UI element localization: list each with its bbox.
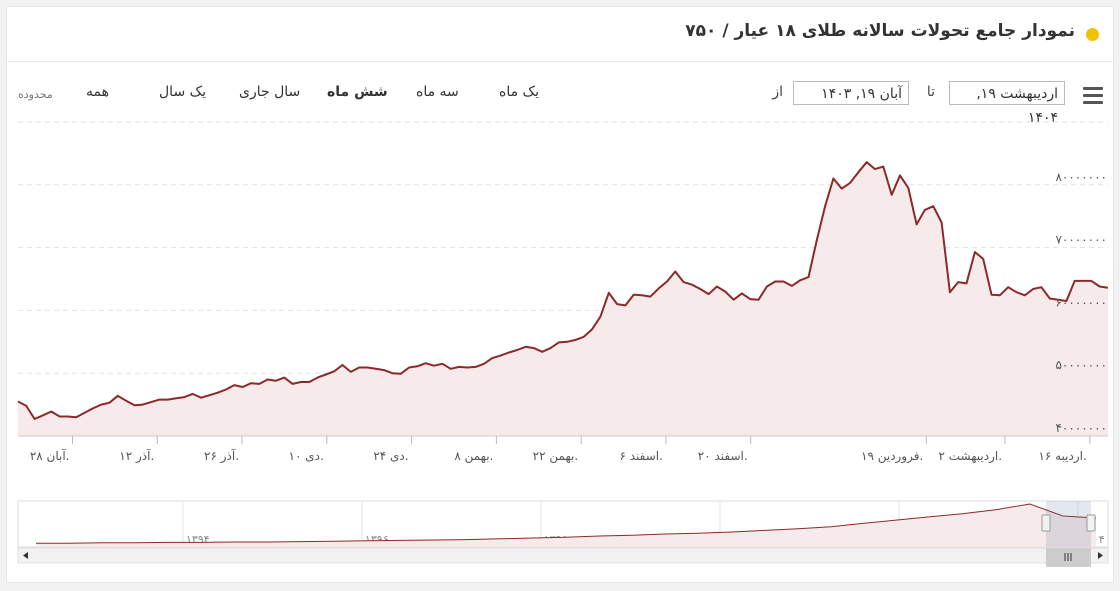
range-button-all[interactable]: همه <box>86 84 109 100</box>
navigator-selection[interactable] <box>1046 501 1091 547</box>
x-tick-label: دی ۲۴. <box>373 449 408 463</box>
x-tick-label: اسفند ۲۰. <box>698 449 748 463</box>
x-tick-label: آبان ۲۸. <box>30 448 70 463</box>
chart-card: نمودار جامع تحولات سالانه طلای ۱۸ عیار /… <box>6 6 1114 583</box>
price-chart: ۴۰۰۰۰۰۰۰ ۵۰۰۰۰۰۰۰ ۶۰۰۰۰۰۰۰ ۷۰۰۰۰۰۰۰ ۸۰۰۰۰۰۰۰… <box>17 121 1109 567</box>
range-to-label: تا <box>926 84 935 100</box>
y-tick-label: ۸۰۰۰۰۰۰۰ <box>1055 170 1107 184</box>
range-button-current-year[interactable]: سال جاری <box>239 84 301 100</box>
x-tick-label: دی ۱۰. <box>289 449 324 463</box>
x-tick-label: آذر ۲۶. <box>204 448 239 464</box>
title-dot-icon <box>1086 28 1099 41</box>
scroll-right-arrow-icon[interactable] <box>1098 552 1103 559</box>
zoom-label: محدوده <box>18 88 53 101</box>
y-tick-label: ۶۰۰۰۰۰۰۰ <box>1055 295 1107 309</box>
card-header: نمودار جامع تحولات سالانه طلای ۱۸ عیار /… <box>7 7 1113 62</box>
scroll-left-arrow-icon[interactable] <box>23 552 28 559</box>
hamburger-menu-icon[interactable] <box>1083 87 1103 105</box>
range-button-one-year[interactable]: یک سال <box>159 84 207 100</box>
range-from-label: از <box>772 84 783 100</box>
navigator-line <box>36 503 1097 544</box>
navigator-handle[interactable] <box>1041 514 1051 532</box>
range-from-input[interactable]: آبان ۱۹, ۱۴۰۳ <box>793 81 909 105</box>
y-tick-label: ۴۰۰۰۰۰۰۰ <box>1055 421 1107 435</box>
x-tick-label: اردیبهشت ۲. <box>938 449 1002 464</box>
range-button-six-months[interactable]: شش ماه <box>327 84 388 100</box>
series-line <box>17 161 1109 420</box>
x-tick-label: فروردین ۱۹. <box>861 449 923 464</box>
series-area <box>18 162 1108 436</box>
y-tick-label: ۷۰۰۰۰۰۰۰ <box>1055 233 1107 247</box>
x-tick-label: اسفند ۶. <box>619 449 662 463</box>
navigator-area <box>36 504 1096 547</box>
range-button-three-months[interactable]: سه ماه <box>416 84 459 100</box>
x-tick-label: بهمن ۲۲. <box>533 449 578 464</box>
area-layer <box>17 161 1109 436</box>
x-tick-label: بهمن ۸. <box>454 449 493 464</box>
y-tick-label: ۵۰۰۰۰۰۰۰ <box>1055 358 1107 372</box>
axis-layer: ۴۰۰۰۰۰۰۰ ۵۰۰۰۰۰۰۰ ۶۰۰۰۰۰۰۰ ۷۰۰۰۰۰۰۰ ۸۰۰۰۰۰۰۰… <box>18 170 1108 464</box>
x-tick-label: آذر ۱۲. <box>119 448 154 464</box>
range-to-input[interactable]: اردیبهشت ۱۹, ۱۴۰۴ <box>949 81 1065 126</box>
scrollbar-track <box>17 547 1109 564</box>
x-tick-label: اردیبه ۱۶. <box>1038 449 1086 464</box>
navigator-handle[interactable] <box>1086 514 1096 532</box>
chart-title: نمودار جامع تحولات سالانه طلای ۱۸ عیار /… <box>685 21 1075 41</box>
range-button-one-month[interactable]: یک ماه <box>499 84 539 100</box>
navigator: ۱۳۹۴۱۳۹۶۱۳۹۸۱۴۰۰۱۴۰۲۱۴۰۴ <box>17 500 1109 567</box>
